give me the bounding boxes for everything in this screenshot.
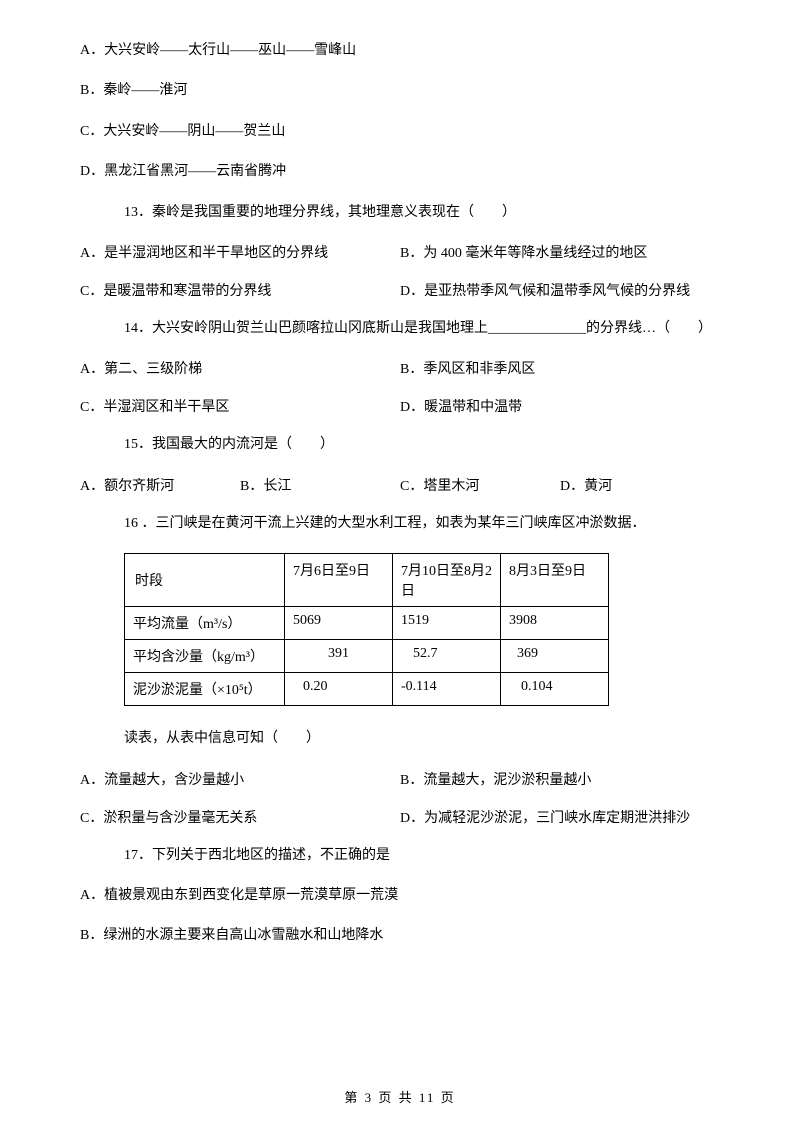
q15-option-d: D．黄河 bbox=[560, 475, 720, 495]
q15-option-b: B．长江 bbox=[240, 475, 400, 495]
table-row0-c3: 3908 bbox=[501, 607, 609, 640]
q14-option-a: A．第二、三级阶梯 bbox=[80, 358, 400, 378]
q15-options: A．额尔齐斯河 B．长江 C．塔里木河 D．黄河 bbox=[80, 475, 720, 495]
q13-text: 13．秦岭是我国重要的地理分界线，其地理意义表现在（ ） bbox=[80, 202, 720, 224]
table-header-col2: 7月10日至8月2日 bbox=[393, 554, 501, 607]
table-row2-c3: 0.104 bbox=[501, 673, 609, 706]
q12-option-b: B．秦岭——淮河 bbox=[80, 80, 720, 102]
q16-option-b: B．流量越大，泥沙淤积量越小 bbox=[400, 769, 720, 789]
q13-row-ab: A．是半湿润地区和半干旱地区的分界线 B．为 400 毫米年等降水量线经过的地区 bbox=[80, 242, 720, 262]
table-row0-label: 平均流量（m³/s） bbox=[125, 607, 285, 640]
table-row1-c1: 391 bbox=[285, 640, 393, 673]
q14-option-c: C．半湿润区和半干旱区 bbox=[80, 396, 400, 416]
q14-option-d: D．暖温带和中温带 bbox=[400, 396, 720, 416]
q12-option-c: C．大兴安岭——阴山——贺兰山 bbox=[80, 121, 720, 143]
table-row0-c1: 5069 bbox=[285, 607, 393, 640]
q17-option-b: B．绿洲的水源主要来自高山冰雪融水和山地降水 bbox=[80, 925, 720, 947]
q13-option-c: C．是暖温带和寒温带的分界线 bbox=[80, 280, 400, 300]
table-header-col3: 8月3日至9日 bbox=[501, 554, 609, 607]
table-row1-label: 平均含沙量（kg/m³） bbox=[125, 640, 285, 673]
q16-text: 16 ．三门峡是在黄河干流上兴建的大型水利工程，如表为某年三门峡库区冲淤数据． bbox=[80, 513, 720, 535]
q14-row-cd: C．半湿润区和半干旱区 D．暖温带和中温带 bbox=[80, 396, 720, 416]
table-row2-label: 泥沙淤泥量（×10⁵t） bbox=[125, 673, 285, 706]
q14-option-b: B．季风区和非季风区 bbox=[400, 358, 720, 378]
q15-text: 15．我国最大的内流河是（ ） bbox=[80, 434, 720, 456]
q16-option-d: D．为减轻泥沙淤泥，三门峡水库定期泄洪排沙 bbox=[400, 807, 720, 827]
table-header-col1: 7月6日至9日 bbox=[285, 554, 393, 607]
table-header-col0: 时段 bbox=[125, 554, 285, 607]
table-row1-c3: 369 bbox=[501, 640, 609, 673]
q16-row-cd: C．淤积量与含沙量毫无关系 D．为减轻泥沙淤泥，三门峡水库定期泄洪排沙 bbox=[80, 807, 720, 827]
table-row1-c2: 52.7 bbox=[393, 640, 501, 673]
q16-row-ab: A．流量越大，含沙量越小 B．流量越大，泥沙淤积量越小 bbox=[80, 769, 720, 789]
table-row2-c2: -0.114 bbox=[393, 673, 501, 706]
q16-sub: 读表，从表中信息可知（ ） bbox=[80, 728, 720, 750]
q14-text: 14．大兴安岭阴山贺兰山巴颜喀拉山冈底斯山是我国地理上_____________… bbox=[80, 318, 720, 340]
q13-option-b: B．为 400 毫米年等降水量线经过的地区 bbox=[400, 242, 720, 262]
table-row0-c2: 1519 bbox=[393, 607, 501, 640]
q16-table: 时段 7月6日至9日 7月10日至8月2日 8月3日至9日 平均流量（m³/s）… bbox=[124, 553, 609, 706]
q15-option-a: A．额尔齐斯河 bbox=[80, 475, 240, 495]
q15-option-c: C．塔里木河 bbox=[400, 475, 560, 495]
q17-text: 17．下列关于西北地区的描述，不正确的是 bbox=[80, 845, 720, 867]
q17-option-a: A．植被景观由东到西变化是草原一荒漠草原一荒漠 bbox=[80, 885, 720, 907]
q13-row-cd: C．是暖温带和寒温带的分界线 D．是亚热带季风气候和温带季风气候的分界线 bbox=[80, 280, 720, 300]
page-footer: 第 3 页 共 11 页 bbox=[0, 1087, 800, 1106]
q12-option-d: D．黑龙江省黑河——云南省腾冲 bbox=[80, 161, 720, 183]
q16-option-c: C．淤积量与含沙量毫无关系 bbox=[80, 807, 400, 827]
q14-row-ab: A．第二、三级阶梯 B．季风区和非季风区 bbox=[80, 358, 720, 378]
q12-option-a: A．大兴安岭——太行山——巫山——雪峰山 bbox=[80, 40, 720, 62]
q13-option-a: A．是半湿润地区和半干旱地区的分界线 bbox=[80, 242, 400, 262]
q13-option-d: D．是亚热带季风气候和温带季风气候的分界线 bbox=[400, 280, 720, 300]
q16-option-a: A．流量越大，含沙量越小 bbox=[80, 769, 400, 789]
table-row2-c1: 0.20 bbox=[285, 673, 393, 706]
